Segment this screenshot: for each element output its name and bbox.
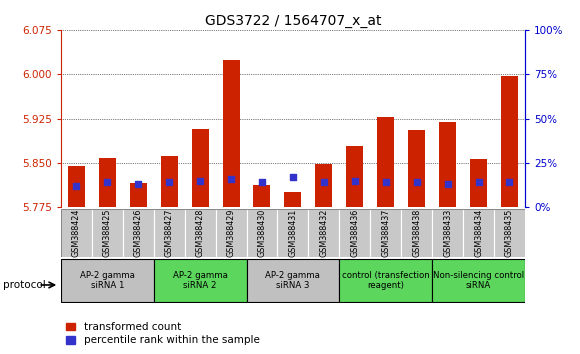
Title: GDS3722 / 1564707_x_at: GDS3722 / 1564707_x_at — [205, 14, 381, 28]
Point — [443, 181, 452, 187]
Bar — [316, 164, 332, 207]
Text: GSM388429: GSM388429 — [227, 209, 235, 257]
Text: GSM388430: GSM388430 — [258, 209, 266, 257]
Bar — [346, 146, 363, 207]
FancyBboxPatch shape — [463, 209, 494, 257]
Text: protocol: protocol — [3, 280, 46, 290]
Point — [288, 174, 298, 180]
Point — [505, 179, 514, 185]
Bar — [439, 121, 456, 207]
FancyBboxPatch shape — [339, 259, 432, 302]
Point — [103, 179, 112, 185]
Text: GSM388431: GSM388431 — [288, 209, 298, 257]
Text: AP-2 gamma
siRNA 2: AP-2 gamma siRNA 2 — [173, 271, 227, 290]
FancyBboxPatch shape — [494, 209, 525, 257]
FancyBboxPatch shape — [432, 259, 525, 302]
FancyBboxPatch shape — [401, 209, 432, 257]
Point — [350, 178, 360, 183]
Point — [226, 176, 235, 182]
Text: GSM388427: GSM388427 — [165, 209, 173, 257]
Text: GSM388424: GSM388424 — [72, 209, 81, 257]
Point — [195, 178, 205, 183]
Text: GSM388433: GSM388433 — [443, 209, 452, 257]
Point — [165, 179, 174, 185]
FancyBboxPatch shape — [61, 209, 92, 257]
FancyBboxPatch shape — [246, 259, 339, 302]
Text: GSM388434: GSM388434 — [474, 209, 483, 257]
Bar — [408, 130, 425, 207]
Text: AP-2 gamma
siRNA 3: AP-2 gamma siRNA 3 — [266, 271, 320, 290]
FancyBboxPatch shape — [370, 209, 401, 257]
Bar — [377, 117, 394, 207]
Bar — [223, 59, 240, 207]
Text: control (transfection
reagent): control (transfection reagent) — [342, 271, 430, 290]
Point — [133, 181, 143, 187]
Point — [258, 179, 267, 185]
Text: GSM388436: GSM388436 — [350, 209, 359, 257]
FancyBboxPatch shape — [61, 259, 154, 302]
Bar — [501, 76, 518, 207]
FancyBboxPatch shape — [309, 209, 339, 257]
Text: GSM388437: GSM388437 — [381, 209, 390, 257]
FancyBboxPatch shape — [339, 209, 370, 257]
Bar — [191, 129, 209, 207]
Text: GSM388426: GSM388426 — [134, 209, 143, 257]
Text: Non-silencing control
siRNA: Non-silencing control siRNA — [433, 271, 524, 290]
FancyBboxPatch shape — [184, 209, 216, 257]
Text: GSM388438: GSM388438 — [412, 209, 421, 257]
FancyBboxPatch shape — [246, 209, 277, 257]
FancyBboxPatch shape — [277, 209, 309, 257]
Point — [72, 183, 81, 189]
Bar — [68, 166, 85, 207]
Point — [319, 179, 328, 185]
FancyBboxPatch shape — [123, 209, 154, 257]
Point — [381, 179, 390, 185]
Text: GSM388435: GSM388435 — [505, 209, 514, 257]
Legend: transformed count, percentile rank within the sample: transformed count, percentile rank withi… — [66, 322, 260, 345]
Text: GSM388425: GSM388425 — [103, 209, 112, 257]
Bar — [470, 159, 487, 207]
Bar — [161, 156, 177, 207]
FancyBboxPatch shape — [154, 259, 246, 302]
Bar — [99, 158, 116, 207]
Bar — [284, 192, 302, 207]
FancyBboxPatch shape — [216, 209, 246, 257]
Text: GSM388432: GSM388432 — [320, 209, 328, 257]
FancyBboxPatch shape — [154, 209, 184, 257]
FancyBboxPatch shape — [432, 209, 463, 257]
Point — [412, 179, 421, 185]
Bar — [130, 183, 147, 207]
Point — [474, 179, 483, 185]
Bar — [253, 185, 270, 207]
Text: AP-2 gamma
siRNA 1: AP-2 gamma siRNA 1 — [80, 271, 135, 290]
FancyBboxPatch shape — [92, 209, 123, 257]
Text: GSM388428: GSM388428 — [195, 209, 205, 257]
